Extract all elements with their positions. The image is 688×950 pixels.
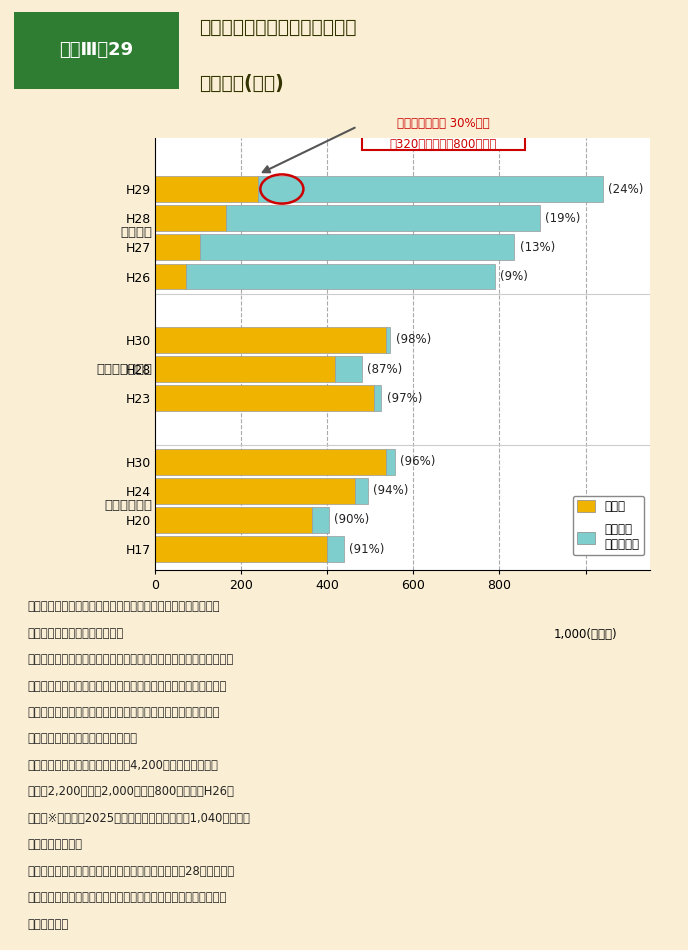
Text: 注１：林地残材の数値は、各種統計資料等に基づき算出（一部: 注１：林地残材の数値は、各種統計資料等に基づき算出（一部: [28, 600, 219, 613]
Bar: [386, 327, 390, 352]
Bar: [155, 327, 386, 352]
Bar: [155, 356, 335, 382]
Bar: [155, 235, 200, 260]
Text: （320万トン＝約800万㎡）: （320万トン＝約800万㎡）: [389, 138, 497, 150]
Bar: [200, 235, 515, 260]
Text: 作成。: 作成。: [28, 918, 69, 931]
Text: (19%): (19%): [546, 212, 581, 225]
Text: (91%): (91%): [350, 542, 385, 556]
Text: 建設発生木材: 建設発生木材: [105, 499, 152, 512]
Bar: [374, 386, 381, 411]
Bar: [258, 176, 603, 202]
Text: 木質バイオマスの発生量と利用: 木質バイオマスの発生量と利用: [200, 18, 357, 37]
Bar: [155, 205, 226, 231]
Text: 令和７年の目標 30%以上: 令和７年の目標 30%以上: [397, 117, 490, 129]
Text: 2,200万㎥＝2,000万㎥＝800万トン（H26）: 2,200万㎥＝2,000万㎥＝800万トン（H26）: [28, 786, 234, 798]
Text: 項目に推計値を含む）。: 項目に推計値を含む）。: [28, 627, 123, 639]
Bar: [155, 448, 386, 475]
Bar: [312, 507, 330, 533]
Text: 林地残材: 林地残材: [120, 226, 152, 239]
Text: (13%): (13%): [519, 241, 555, 254]
Text: 生木材については湿潤重量。: 生木材については湿潤重量。: [28, 732, 137, 746]
Text: (94%): (94%): [373, 484, 409, 497]
Bar: [155, 264, 186, 290]
Bar: [155, 176, 258, 202]
Text: (96%): (96%): [400, 455, 436, 468]
Text: 資料：バイオマス活用推進基本計画（原案）〔平成28年度第４回: 資料：バイオマス活用推進基本計画（原案）〔平成28年度第４回: [28, 864, 235, 878]
FancyBboxPatch shape: [362, 103, 525, 150]
Legend: 利用量, 発生量と
利用量の差: 利用量, 発生量と 利用量の差: [572, 496, 644, 556]
Text: 資料Ⅲ－29: 資料Ⅲ－29: [59, 42, 133, 60]
Bar: [386, 448, 395, 475]
Text: ５：林地残材＝立木伐採材積約4,200万㎥－素材生産量: ５：林地残材＝立木伐採材積約4,200万㎥－素材生産量: [28, 759, 218, 772]
Text: バイオマス活用推進専門家会議資料〕　等に基づき林野庁: バイオマス活用推進専門家会議資料〕 等に基づき林野庁: [28, 891, 226, 904]
Text: ４：製材工場等残材、林地残材については乾燥重量。建設発: ４：製材工場等残材、林地残材については乾燥重量。建設発: [28, 706, 219, 719]
Bar: [155, 536, 327, 562]
Bar: [155, 478, 355, 504]
Bar: [155, 386, 374, 411]
Text: (90%): (90%): [334, 514, 369, 526]
FancyBboxPatch shape: [14, 12, 179, 89]
Text: (87%): (87%): [367, 363, 402, 375]
Text: 見込み。: 見込み。: [28, 838, 83, 851]
Text: ２：製材工場等残材の数値は、木材流通構造調査の結果による。: ２：製材工場等残材の数値は、木材流通構造調査の結果による。: [28, 653, 233, 666]
Text: (97%): (97%): [387, 391, 422, 405]
Bar: [335, 356, 362, 382]
Text: ※令和７（2025）年の林地残材発生量は1,040万トンの: ※令和７（2025）年の林地残材発生量は1,040万トンの: [28, 812, 250, 825]
Bar: [355, 478, 368, 504]
Bar: [155, 507, 312, 533]
Text: 量の状況(推計): 量の状況(推計): [200, 74, 284, 93]
Text: (9%): (9%): [500, 270, 528, 283]
Text: 製材工場等残材: 製材工場等残材: [96, 363, 152, 375]
Bar: [226, 205, 540, 231]
Text: (24%): (24%): [608, 182, 643, 196]
Text: (98%): (98%): [396, 333, 431, 347]
Bar: [186, 264, 495, 290]
Bar: [327, 536, 344, 562]
Text: 1,000(万トン): 1,000(万トン): [554, 628, 617, 641]
Text: ３：建設発生木材の数値は、建設副産物実態調査結果による。: ３：建設発生木材の数値は、建設副産物実態調査結果による。: [28, 679, 226, 693]
